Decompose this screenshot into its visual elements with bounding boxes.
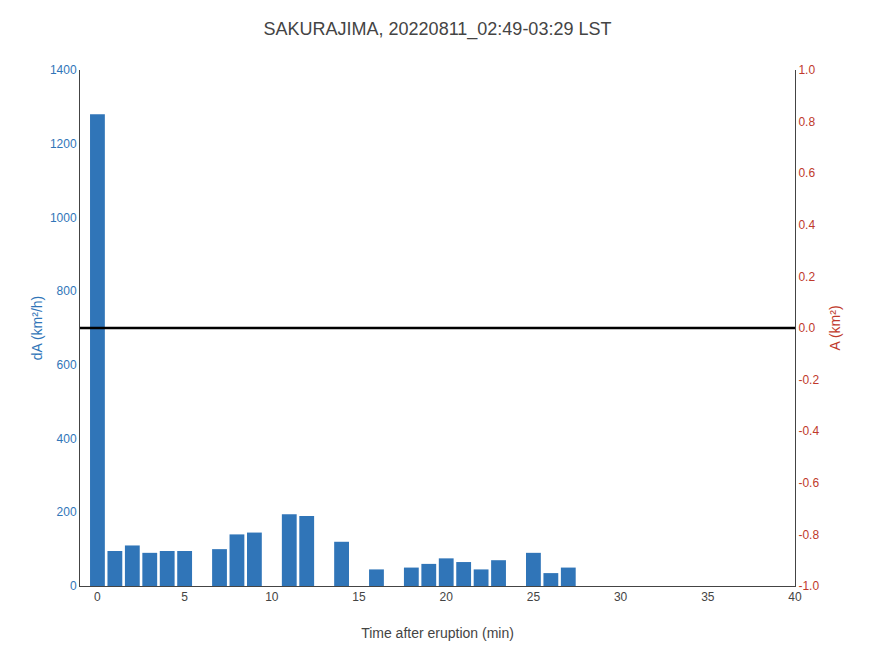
svg-text:200: 200 xyxy=(57,505,77,519)
svg-text:0: 0 xyxy=(94,590,101,604)
svg-text:25: 25 xyxy=(527,590,541,604)
svg-text:40: 40 xyxy=(788,590,802,604)
svg-text:1200: 1200 xyxy=(50,137,77,151)
svg-text:0.6: 0.6 xyxy=(798,166,815,180)
svg-text:15: 15 xyxy=(352,590,366,604)
svg-text:1400: 1400 xyxy=(50,63,77,77)
svg-text:0.8: 0.8 xyxy=(798,115,815,129)
svg-text:0.2: 0.2 xyxy=(798,270,815,284)
svg-text:30: 30 xyxy=(614,590,628,604)
svg-text:10: 10 xyxy=(265,590,279,604)
svg-text:-0.4: -0.4 xyxy=(798,424,819,438)
svg-text:1000: 1000 xyxy=(50,211,77,225)
svg-text:Time after eruption (min): Time after eruption (min) xyxy=(361,625,514,641)
svg-text:0: 0 xyxy=(70,579,77,593)
svg-text:0.0: 0.0 xyxy=(798,321,815,335)
svg-text:800: 800 xyxy=(57,284,77,298)
svg-text:-0.2: -0.2 xyxy=(798,373,819,387)
svg-text:5: 5 xyxy=(181,590,188,604)
svg-text:400: 400 xyxy=(57,432,77,446)
svg-text:-1.0: -1.0 xyxy=(798,579,819,593)
svg-text:0.4: 0.4 xyxy=(798,218,815,232)
svg-text:dA (km²/h): dA (km²/h) xyxy=(29,296,45,361)
svg-text:-0.6: -0.6 xyxy=(798,476,819,490)
svg-text:SAKURAJIMA, 20220811_02:49-03:: SAKURAJIMA, 20220811_02:49-03:29 LST xyxy=(264,19,612,40)
svg-text:-0.8: -0.8 xyxy=(798,528,819,542)
svg-text:20: 20 xyxy=(440,590,454,604)
svg-text:600: 600 xyxy=(57,358,77,372)
svg-text:A (km²): A (km²) xyxy=(827,305,843,350)
svg-text:1.0: 1.0 xyxy=(798,63,815,77)
svg-text:35: 35 xyxy=(701,590,715,604)
